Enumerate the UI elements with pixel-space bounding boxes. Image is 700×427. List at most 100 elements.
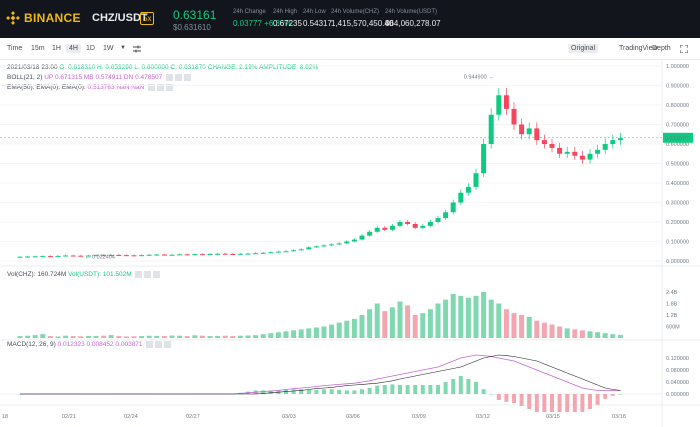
interval-4h[interactable]: 4H bbox=[66, 44, 81, 53]
interval-time[interactable]: Time bbox=[7, 45, 23, 52]
volume-bar bbox=[161, 336, 167, 338]
candle-body bbox=[344, 241, 350, 244]
candle-body bbox=[412, 223, 418, 228]
volume-bar bbox=[420, 313, 426, 338]
candle-body bbox=[329, 244, 335, 246]
ema-label: EMA(50): EMA(0): EMA(0): bbox=[7, 84, 86, 92]
volume-bar bbox=[199, 335, 205, 338]
close-icon[interactable] bbox=[153, 271, 161, 278]
view-original[interactable]: Original bbox=[568, 44, 599, 53]
candle-body bbox=[260, 252, 266, 254]
volume-bar bbox=[108, 335, 114, 338]
macd-histogram-bar bbox=[603, 394, 608, 399]
settings-icon[interactable] bbox=[155, 341, 163, 348]
volume-bar bbox=[359, 315, 365, 338]
macd-histogram-bar bbox=[329, 389, 334, 394]
macd-histogram-bar bbox=[299, 389, 304, 394]
boll-mb: MB 0.574911 bbox=[83, 74, 123, 82]
candle-body bbox=[374, 227, 380, 232]
view-depth[interactable]: Depth bbox=[652, 45, 671, 52]
candle-body bbox=[123, 255, 129, 257]
volume-bar bbox=[329, 324, 335, 338]
candle-body bbox=[63, 255, 69, 257]
volume-bar bbox=[503, 309, 509, 338]
macd-histogram-bar bbox=[420, 385, 425, 394]
close-icon[interactable] bbox=[166, 84, 174, 91]
volume-bar bbox=[40, 334, 46, 338]
price-chart[interactable]: 1.000000 0.900000 0.800000 0.700000 0.600000… bbox=[0, 60, 700, 427]
visibility-icon[interactable] bbox=[166, 74, 174, 81]
binance-logo-icon bbox=[6, 11, 20, 25]
candle-body bbox=[511, 108, 517, 125]
volume-bar bbox=[283, 331, 289, 338]
candle-body bbox=[283, 251, 289, 253]
macd-histogram-bar bbox=[390, 384, 395, 394]
binance-logo[interactable]: BINANCE bbox=[6, 11, 81, 25]
interval-1w[interactable]: 1W bbox=[103, 45, 114, 52]
macd-histogram-bar bbox=[352, 390, 357, 394]
stat-value: 0.54317 bbox=[303, 19, 332, 28]
x-tick-label: 18 bbox=[2, 414, 8, 420]
chart-toolbar: Time 15m 1H 4H 1D 1W ▼ Original TradingV… bbox=[0, 38, 700, 60]
candle-body bbox=[367, 231, 373, 236]
macd-histogram-bar bbox=[322, 389, 326, 394]
candle-body bbox=[351, 239, 357, 242]
low-annotation: ← 0.022404 bbox=[85, 255, 115, 261]
candle-body bbox=[268, 252, 274, 254]
settings-icon[interactable] bbox=[157, 84, 165, 91]
candle-body bbox=[503, 95, 509, 109]
macd-histogram-bar bbox=[360, 389, 364, 394]
chevron-down-icon[interactable]: ▼ bbox=[120, 45, 126, 51]
close-icon[interactable] bbox=[184, 74, 192, 81]
candle-body bbox=[131, 255, 137, 257]
macd-histogram-bar bbox=[588, 394, 592, 409]
close-icon[interactable] bbox=[164, 341, 172, 348]
volume-bar bbox=[260, 334, 266, 338]
volume-bar bbox=[443, 299, 449, 338]
macd-histogram-bar bbox=[261, 390, 266, 394]
volume-bar bbox=[367, 309, 373, 338]
macd-histogram-bar bbox=[375, 385, 380, 394]
visibility-icon[interactable] bbox=[135, 271, 143, 278]
top-header: BINANCE CHZ/USDT 5x 0.63161 $0.631610 24… bbox=[0, 0, 700, 38]
interval-1h[interactable]: 1H bbox=[52, 45, 61, 52]
settings-icon[interactable] bbox=[144, 271, 152, 278]
candle-body bbox=[496, 95, 502, 115]
visibility-icon[interactable] bbox=[148, 84, 156, 91]
volume-bar bbox=[222, 335, 228, 338]
market-pair[interactable]: CHZ/USDT bbox=[92, 12, 148, 24]
macd-histogram-bar bbox=[481, 389, 486, 394]
volume-bar bbox=[534, 320, 540, 338]
candle-body bbox=[70, 255, 76, 257]
sliders-icon[interactable] bbox=[133, 45, 141, 55]
candle-body bbox=[32, 256, 38, 258]
candle-body bbox=[291, 250, 297, 252]
settings-icon[interactable] bbox=[175, 74, 183, 81]
candle-body bbox=[78, 255, 84, 257]
volume-tick-label: 1.2B bbox=[666, 313, 678, 319]
macd-histogram-bar bbox=[314, 389, 319, 394]
stat-label: 24h Volume(USDT) bbox=[385, 9, 438, 15]
visibility-icon[interactable] bbox=[146, 341, 154, 348]
candle-body bbox=[481, 144, 487, 174]
macd-histogram-bar bbox=[382, 385, 387, 394]
interval-1d[interactable]: 1D bbox=[86, 45, 95, 52]
volume-bar bbox=[321, 326, 327, 338]
candle-body bbox=[534, 128, 540, 141]
interval-15m[interactable]: 15m bbox=[31, 45, 45, 52]
candle-body bbox=[427, 222, 433, 226]
volume-bar bbox=[123, 336, 129, 338]
x-tick-label: 03/18 bbox=[612, 414, 626, 420]
volume-bar bbox=[146, 335, 152, 338]
volume-bar bbox=[215, 335, 221, 338]
candle-body bbox=[207, 253, 213, 255]
x-tick-label: 03/12 bbox=[476, 414, 490, 420]
price-tick-label: 0.500000 bbox=[666, 162, 689, 168]
volume-bar bbox=[382, 311, 388, 338]
view-tradingview[interactable]: TradingView bbox=[619, 45, 658, 52]
expand-icon[interactable] bbox=[677, 44, 691, 56]
volume-bar bbox=[63, 335, 69, 338]
candle-body bbox=[230, 253, 236, 255]
leverage-badge[interactable]: 5x bbox=[140, 12, 155, 25]
vol-usdt: Vol(USDT): 101.502M bbox=[68, 271, 132, 279]
